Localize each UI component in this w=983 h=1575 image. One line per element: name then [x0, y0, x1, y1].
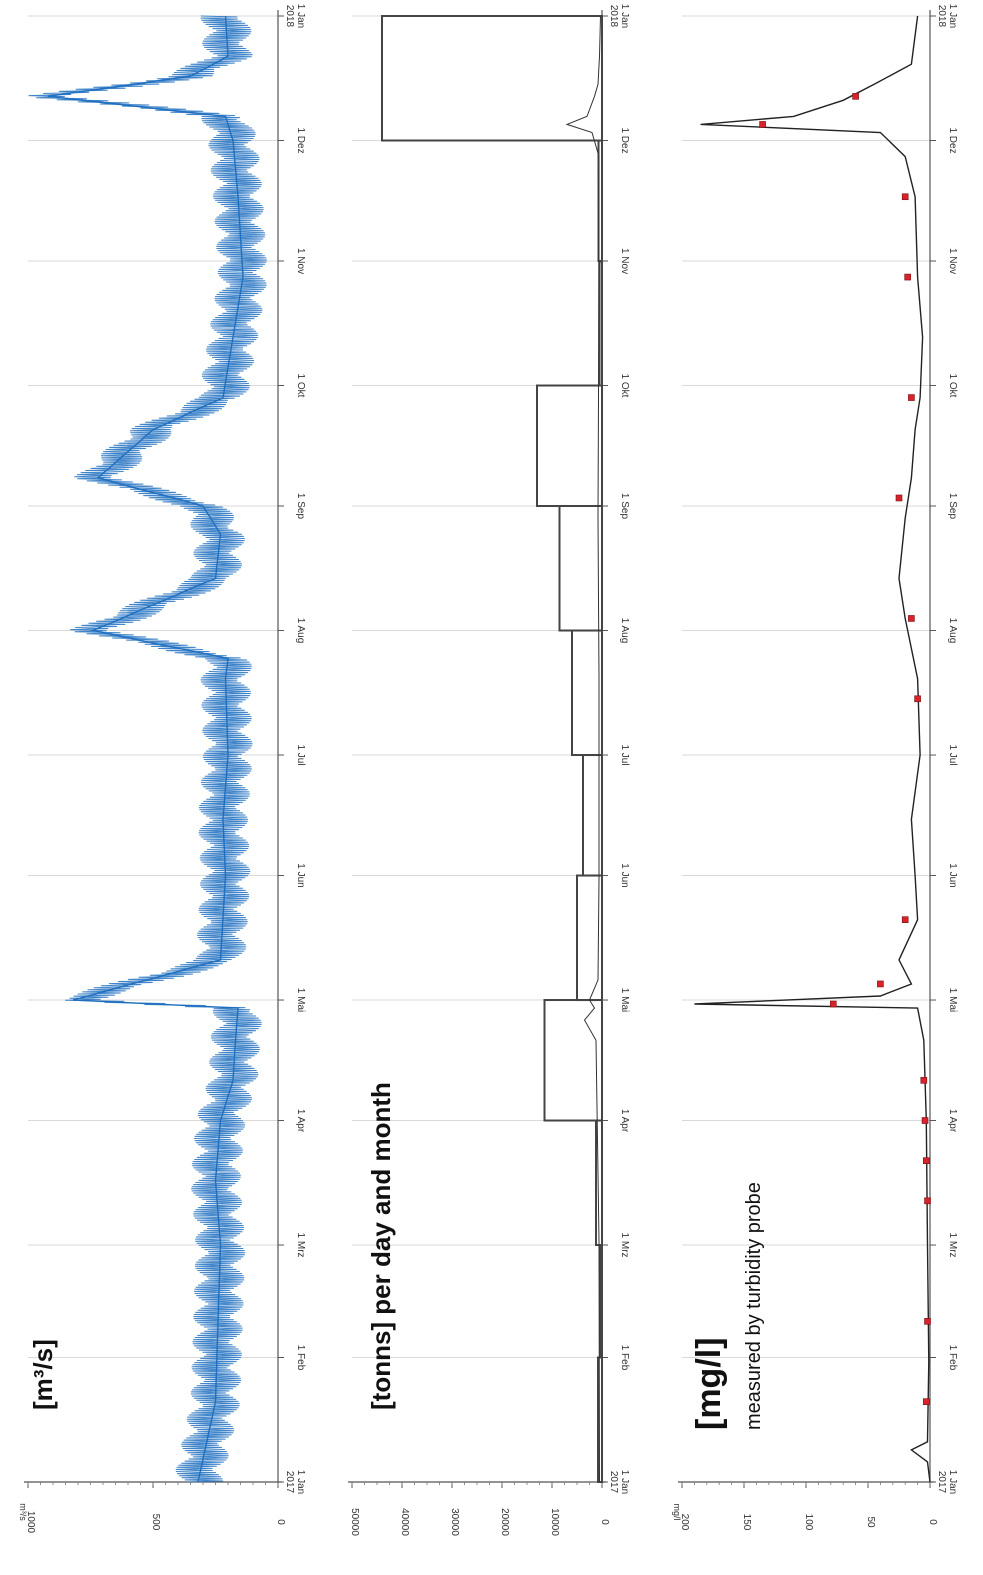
- sample-marker: [877, 980, 884, 988]
- x-tick-label: 1 Apr: [295, 1109, 306, 1133]
- chart-title: [tonns] per day and month: [366, 1082, 396, 1410]
- sample-marker: [924, 1197, 931, 1205]
- y-tick-label: 500: [150, 1514, 161, 1531]
- daily-load-line: [565, 15, 601, 1483]
- x-tick-label: 1 Mai: [947, 988, 958, 1012]
- x-tick-label: 1 Dez: [947, 127, 958, 153]
- y-tick-label: 100: [803, 1514, 814, 1531]
- x-tick-label: 1 Nov: [947, 248, 958, 274]
- monthly-bar: [543, 999, 603, 1122]
- sample-marker: [924, 1318, 931, 1325]
- x-tick-label: 1 Aug: [619, 618, 630, 644]
- x-tick-label: 1 Apr: [947, 1109, 958, 1133]
- x-tick-label: 1 Mai: [619, 988, 630, 1012]
- x-tick-label: 1 Jan2018: [936, 4, 958, 28]
- x-tick-label: 1 Dez: [619, 127, 630, 153]
- sample-marker: [922, 1157, 930, 1164]
- x-tick-label: 1 Jan2017: [936, 1470, 958, 1494]
- x-tick-label: 1 Nov: [295, 248, 306, 274]
- x-tick-label: 1 Aug: [295, 618, 306, 644]
- sample-marker: [908, 394, 915, 401]
- sample-marker: [759, 121, 766, 128]
- x-tick-label: 1 Jul: [619, 744, 630, 765]
- x-tick-label: 1 Jan2017: [284, 1470, 306, 1494]
- y-tick-label: 0: [927, 1519, 938, 1525]
- chart-subtitle: measured by turbidity probe: [743, 1182, 765, 1430]
- x-tick-label: 1 Feb: [947, 1345, 958, 1371]
- y-tick-label: 40000: [399, 1508, 410, 1536]
- unit-label: mg/l: [672, 1503, 682, 1520]
- sample-marker: [921, 1117, 929, 1124]
- y-tick-label: 10000: [549, 1508, 560, 1536]
- unit-label: m³/s: [18, 1503, 28, 1521]
- sample-marker: [901, 916, 909, 923]
- x-tick-label: 1 Okt: [947, 374, 958, 398]
- x-tick-label: 1 Jun: [619, 863, 630, 887]
- x-tick-label: 1 Mrz: [947, 1233, 958, 1258]
- monthly-bar: [536, 384, 603, 508]
- monthly-bar: [598, 260, 603, 387]
- sample-marker: [901, 193, 909, 201]
- y-tick-label: 20000: [499, 1508, 510, 1536]
- discharge-series: [28, 15, 267, 1483]
- x-tick-label: 1 Jan2018: [284, 4, 306, 28]
- x-tick-label: 1 Jan2017: [608, 1470, 630, 1494]
- x-tick-label: 1 Sep: [619, 493, 630, 520]
- y-tick-label: 50: [865, 1516, 876, 1528]
- load-chart: 1 Jan2017 1 Feb 1 Mrz 1 Apr 1 Mai 1 Jun 1 Jul 1…: [348, 4, 630, 1536]
- x-tick-label: 1 Okt: [295, 374, 306, 398]
- y-tick-label: 0: [275, 1519, 286, 1525]
- sample-marker: [829, 1000, 837, 1008]
- monthly-bar: [558, 505, 603, 632]
- discharge-chart: 1 Jan2017 1 Feb 1 Mrz 1 Apr 1 Mai 1 Jun 1 Jul 1…: [18, 4, 306, 1534]
- sample-marker: [914, 695, 921, 703]
- chart-title: [mg/l]: [690, 1337, 728, 1430]
- y-tick-label: 1000: [25, 1511, 36, 1534]
- x-tick-label: 1 Okt: [619, 374, 630, 398]
- y-tick-label: 50000: [349, 1508, 360, 1536]
- y-tick-label: 0: [599, 1519, 610, 1525]
- x-tick-label: 1 Jul: [295, 744, 306, 765]
- sample-marker: [920, 1077, 928, 1084]
- monthly-bar: [381, 15, 603, 142]
- x-tick-label: 1 Mai: [295, 988, 306, 1012]
- sample-marker: [922, 1398, 930, 1405]
- x-tick-label: 1 Jun: [947, 863, 958, 887]
- concentration-chart: 1 Jan2017 1 Feb 1 Mrz 1 Apr 1 Mai 1 Jun 1 Jul 1…: [672, 4, 958, 1531]
- sample-marker: [904, 273, 911, 281]
- chart-title: [m³/s]: [28, 1339, 58, 1410]
- sample-marker: [908, 615, 915, 622]
- x-tick-label: 1 Mrz: [619, 1233, 630, 1258]
- series-line: [47, 15, 244, 1483]
- x-tick-label: 1 Jun: [295, 863, 306, 887]
- series-line: [694, 15, 931, 1483]
- monthly-bar: [599, 1244, 603, 1359]
- y-tick-label: 150: [741, 1514, 752, 1531]
- x-tick-label: 1 Dez: [295, 127, 306, 153]
- x-tick-label: 1 Feb: [295, 1345, 306, 1371]
- y-tick-label: 200: [679, 1514, 690, 1531]
- sample-marker: [895, 494, 903, 502]
- x-tick-label: 1 Jan2018: [608, 4, 630, 28]
- x-tick-label: 1 Nov: [619, 248, 630, 274]
- x-tick-label: 1 Apr: [619, 1109, 630, 1133]
- monthly-bar: [597, 1356, 603, 1483]
- x-tick-label: 1 Mrz: [295, 1233, 306, 1258]
- y-tick-label: 30000: [449, 1508, 460, 1536]
- sample-marker: [852, 93, 859, 100]
- x-tick-label: 1 Sep: [295, 493, 306, 520]
- x-tick-label: 1 Sep: [947, 493, 958, 520]
- x-tick-label: 1 Feb: [619, 1345, 630, 1371]
- x-tick-label: 1 Aug: [947, 618, 958, 644]
- x-tick-label: 1 Jul: [947, 744, 958, 765]
- monthly-bar: [571, 629, 603, 757]
